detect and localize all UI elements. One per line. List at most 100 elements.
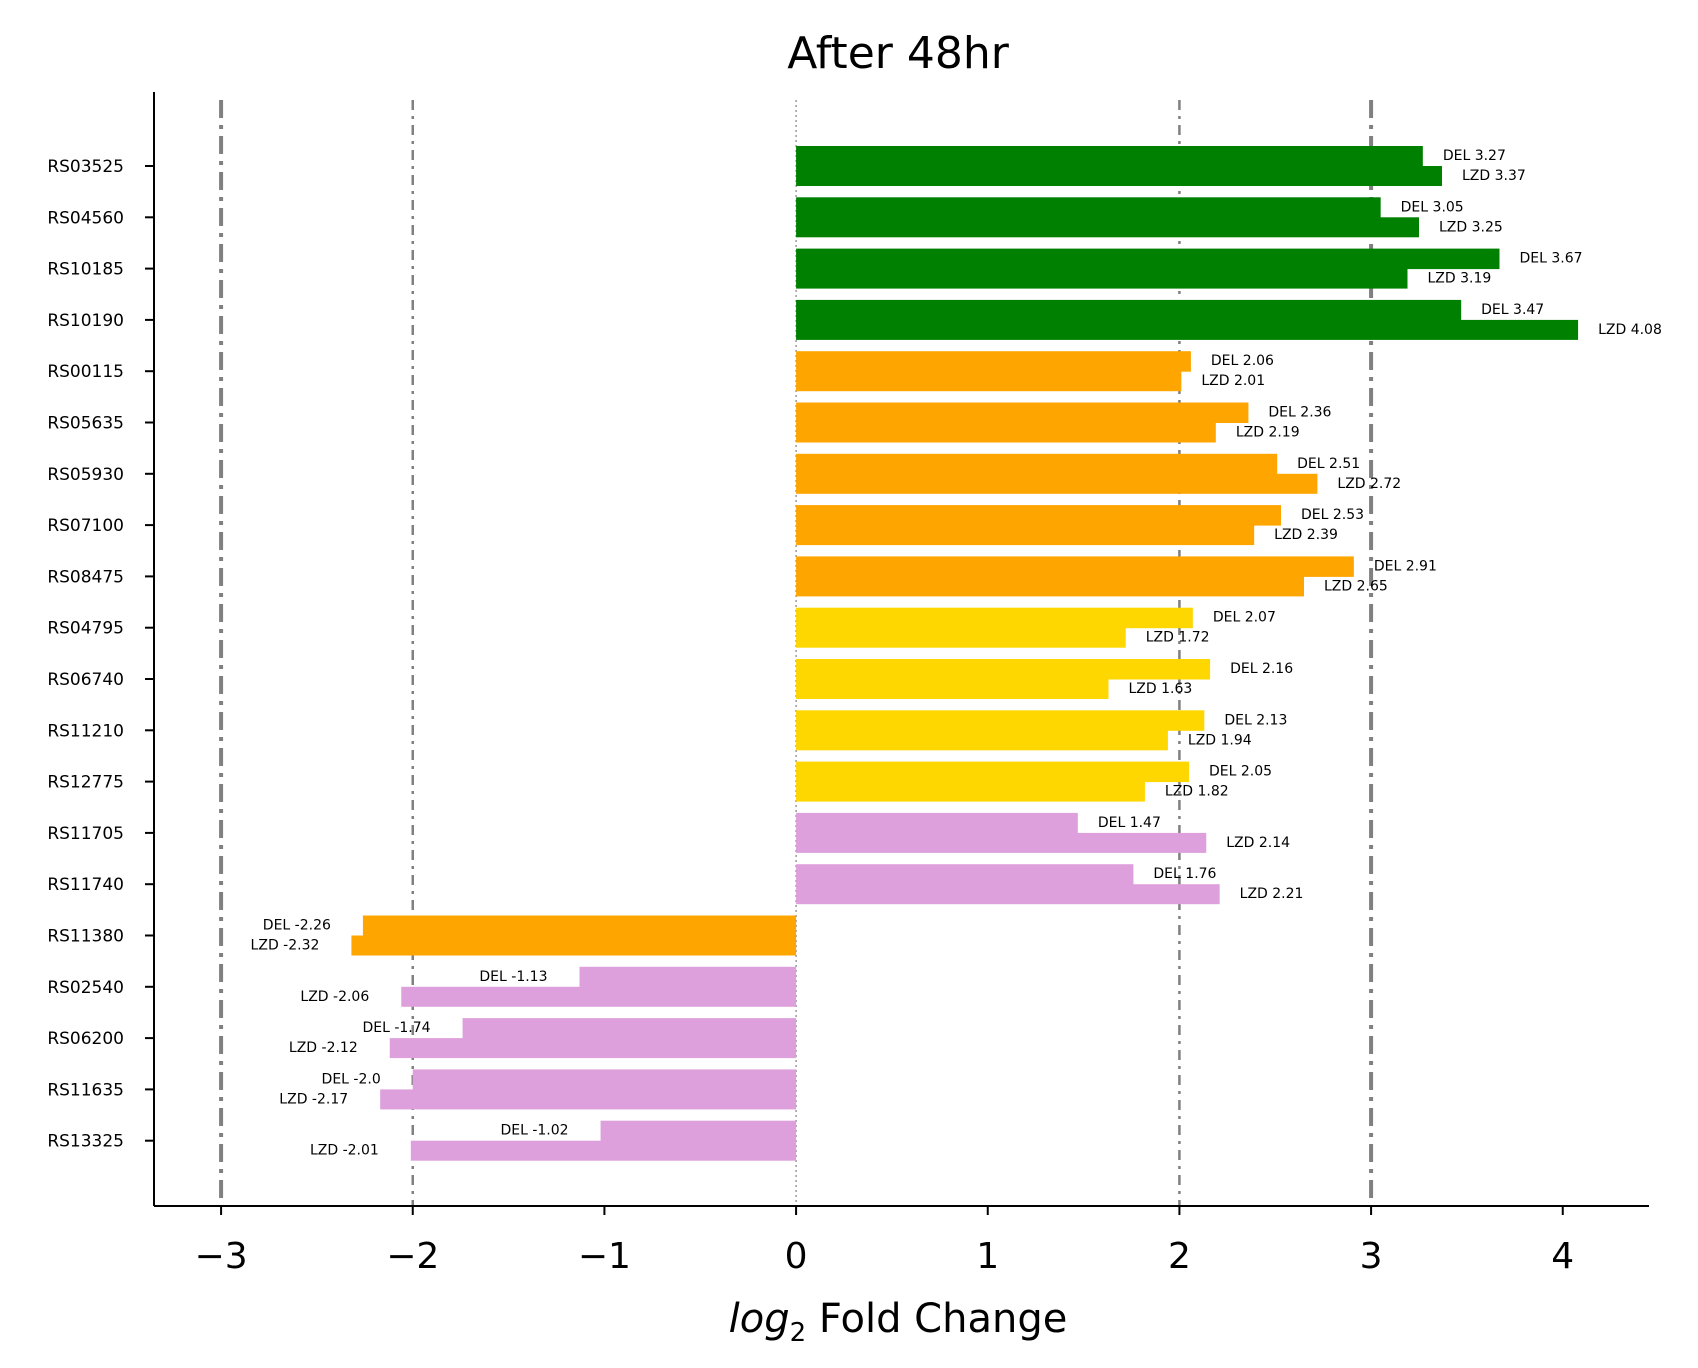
bar-lzd-RS04560 — [796, 217, 1419, 238]
y-tick-label-RS12775: RS12775 — [47, 773, 124, 793]
bar-del-RS00115 — [796, 351, 1191, 372]
bar-lzd-RS10185 — [796, 268, 1408, 289]
bar-del-RS11210 — [796, 710, 1205, 731]
y-tick-label-RS08475: RS08475 — [47, 567, 124, 587]
data-label-del-RS07100: DEL 2.53 — [1301, 507, 1364, 523]
y-tick-label-RS04795: RS04795 — [47, 619, 124, 639]
bar-del-RS11380 — [362, 915, 797, 936]
data-label-lzd-RS06740: LZD 1.63 — [1129, 681, 1193, 697]
chart-title: After 48hr — [787, 28, 1010, 79]
x-tick-label-2: −1 — [578, 1236, 631, 1277]
data-label-del-RS12775: DEL 2.05 — [1209, 764, 1272, 780]
data-label-lzd-RS00115: LZD 2.01 — [1201, 373, 1265, 389]
data-label-lzd-RS03525: LZD 3.37 — [1462, 168, 1526, 184]
data-label-lzd-RS11380: LZD -2.32 — [251, 938, 320, 954]
y-tick-label-RS11380: RS11380 — [47, 927, 124, 947]
bar-del-RS08475 — [796, 556, 1354, 577]
x-tick-label-1: −2 — [386, 1236, 439, 1277]
x-axis-label-rest: Fold Change — [819, 1296, 1067, 1342]
y-tick-label-RS05930: RS05930 — [47, 465, 124, 485]
bar-lzd-RS05930 — [796, 473, 1318, 494]
data-label-lzd-RS10185: LZD 3.19 — [1428, 271, 1492, 287]
x-tick-label-7: 4 — [1551, 1236, 1574, 1277]
bar-lzd-RS02540 — [401, 986, 797, 1007]
bar-lzd-RS00115 — [796, 371, 1182, 392]
bar-lzd-RS04795 — [796, 627, 1126, 648]
y-tick-label-RS04560: RS04560 — [47, 208, 124, 228]
bar-lzd-RS11210 — [796, 730, 1168, 751]
axes — [153, 92, 1649, 1207]
x-ticks: −3 −2 −1 0 1 2 3 4 — [195, 1206, 1574, 1277]
data-label-del-RS06740: DEL 2.16 — [1230, 661, 1293, 677]
data-label-del-RS11740: DEL 1.76 — [1153, 866, 1216, 882]
x-tick-label-0: −3 — [195, 1236, 248, 1277]
y-tick-label-RS05635: RS05635 — [47, 414, 124, 434]
bar-del-RS11705 — [796, 812, 1078, 834]
bar-lzd-RS08475 — [796, 576, 1304, 597]
y-tick-label-RS06740: RS06740 — [47, 670, 124, 690]
x-tick-label-6: 3 — [1360, 1236, 1383, 1277]
x-tick-label-4: 1 — [976, 1236, 999, 1277]
bar-del-RS05930 — [796, 453, 1278, 475]
data-label-del-RS11635: DEL -2.0 — [322, 1071, 381, 1087]
x-axis-label-space — [806, 1296, 819, 1342]
data-label-del-RS13325: DEL -1.02 — [500, 1123, 568, 1139]
data-label-lzd-RS11705: LZD 2.14 — [1226, 835, 1290, 851]
bar-lzd-RS06740 — [796, 679, 1109, 699]
bar-lzd-RS11740 — [796, 884, 1220, 905]
x-axis-label-log: log — [729, 1296, 790, 1342]
bar-lzd-RS07100 — [796, 525, 1255, 546]
data-label-del-RS11705: DEL 1.47 — [1098, 815, 1161, 831]
data-label-del-RS03525: DEL 3.27 — [1443, 148, 1506, 164]
y-tick-label-RS11705: RS11705 — [47, 824, 124, 844]
y-tick-label-RS03525: RS03525 — [47, 157, 124, 177]
bar-lzd-RS11380 — [351, 935, 797, 956]
bar-del-RS05635 — [796, 402, 1249, 423]
data-label-del-RS00115: DEL 2.06 — [1211, 353, 1274, 369]
bar-del-RS12775 — [796, 761, 1189, 783]
y-tick-label-RS11740: RS11740 — [47, 875, 124, 895]
bar-del-RS11635 — [412, 1069, 797, 1090]
data-label-lzd-RS04560: LZD 3.25 — [1439, 219, 1503, 235]
y-tick-label-RS10190: RS10190 — [47, 311, 124, 331]
bar-lzd-RS10190 — [796, 319, 1579, 340]
bar-del-RS02540 — [579, 966, 797, 988]
bar-lzd-RS05635 — [796, 422, 1216, 443]
y-tick-label-RS11210: RS11210 — [47, 721, 124, 741]
data-label-del-RS11210: DEL 2.13 — [1224, 712, 1287, 728]
data-label-del-RS05635: DEL 2.36 — [1268, 405, 1331, 421]
data-label-lzd-RS05635: LZD 2.19 — [1236, 425, 1300, 441]
data-label-lzd-RS02540: LZD -2.06 — [300, 989, 369, 1005]
bar-lzd-RS03525 — [796, 166, 1442, 186]
bar-del-RS10190 — [796, 299, 1462, 321]
data-label-del-RS06200: DEL -1.74 — [362, 1020, 430, 1036]
bar-del-RS06200 — [462, 1018, 797, 1039]
data-label-del-RS10190: DEL 3.47 — [1481, 302, 1544, 318]
data-label-del-RS05930: DEL 2.51 — [1297, 456, 1360, 472]
x-axis-label-sub: 2 — [790, 1318, 807, 1348]
data-label-del-RS04795: DEL 2.07 — [1213, 610, 1276, 626]
bars — [351, 146, 1579, 1161]
data-label-lzd-RS07100: LZD 2.39 — [1274, 527, 1338, 543]
x-tick-label-3: 0 — [785, 1236, 808, 1277]
bar-del-RS06740 — [796, 659, 1211, 680]
bar-lzd-RS12775 — [796, 781, 1145, 802]
data-label-lzd-RS12775: LZD 1.82 — [1165, 784, 1229, 800]
data-label-lzd-RS13325: LZD -2.01 — [310, 1143, 379, 1159]
data-label-lzd-RS11635: LZD -2.17 — [279, 1091, 348, 1107]
y-tick-label-RS13325: RS13325 — [47, 1132, 124, 1152]
bar-del-RS04795 — [796, 607, 1193, 629]
y-tick-label-RS00115: RS00115 — [47, 362, 124, 382]
data-label-lzd-RS04795: LZD 1.72 — [1146, 630, 1210, 646]
data-label-lzd-RS11210: LZD 1.94 — [1188, 732, 1252, 748]
data-label-del-RS08475: DEL 2.91 — [1374, 558, 1437, 574]
y-tick-label-RS02540: RS02540 — [47, 978, 124, 998]
bar-del-RS07100 — [796, 505, 1281, 526]
data-label-del-RS11380: DEL -2.26 — [263, 918, 331, 934]
y-tick-label-RS10185: RS10185 — [47, 260, 124, 280]
data-label-lzd-RS08475: LZD 2.65 — [1324, 578, 1388, 594]
x-tick-label-5: 2 — [1168, 1236, 1191, 1277]
data-label-lzd-RS05930: LZD 2.72 — [1337, 476, 1401, 492]
bar-del-RS04560 — [796, 197, 1381, 218]
